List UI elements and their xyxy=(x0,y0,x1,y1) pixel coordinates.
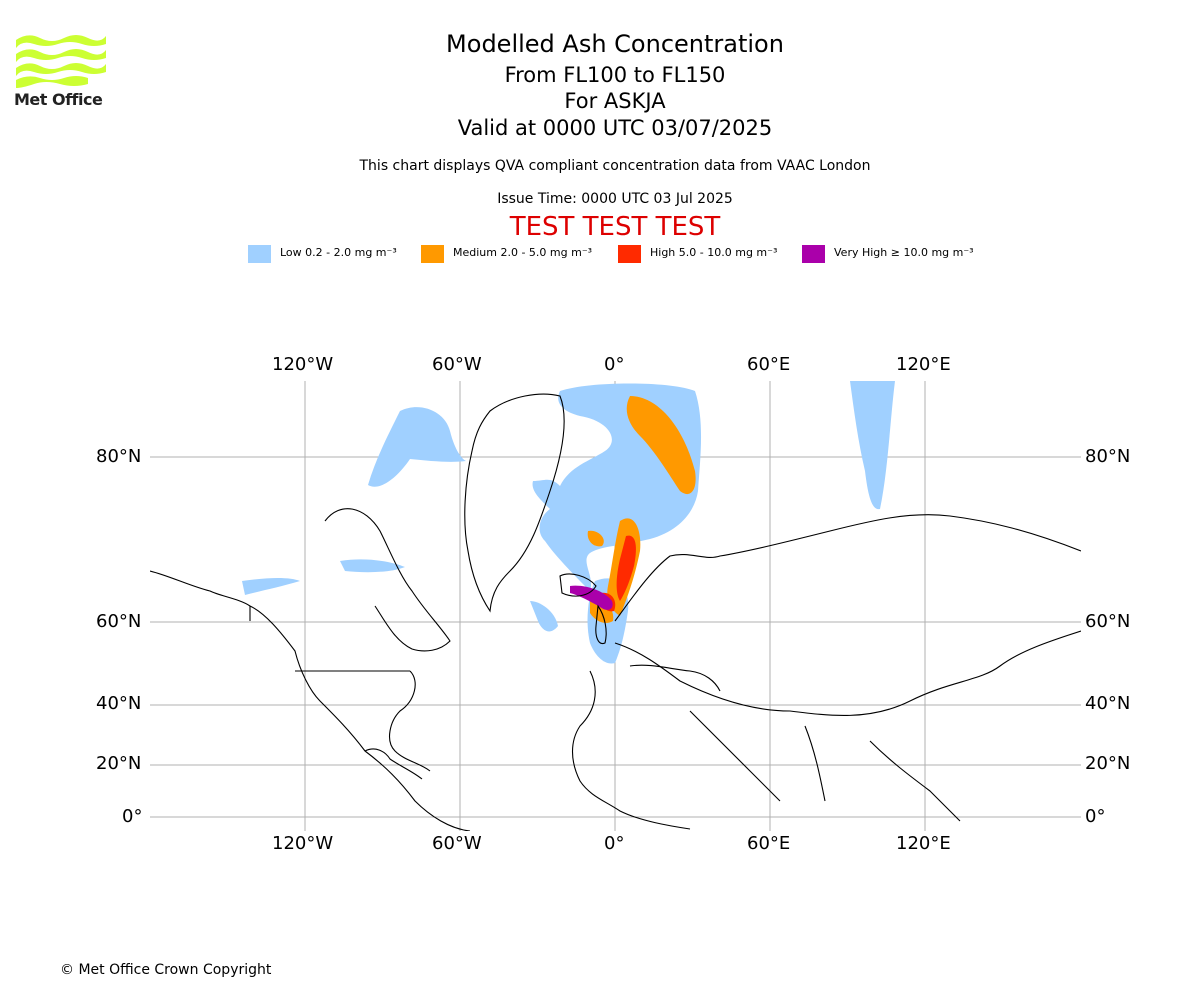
coast-eurasia-north xyxy=(614,514,1081,622)
logo-text: Met Office xyxy=(14,90,103,109)
lat-label-left-20n: 20°N xyxy=(96,753,142,774)
legend-swatch-very-high xyxy=(802,245,825,263)
ash-low-hudson xyxy=(340,559,405,573)
valid-time: Valid at 0000 UTC 03/07/2025 xyxy=(457,116,773,140)
lon-label-top-120w: 120°W xyxy=(272,354,334,375)
ash-medium-patch xyxy=(587,530,604,547)
legend-label-very-high: Very High ≥ 10.0 mg m⁻³ xyxy=(834,246,974,259)
coast-north-america-west xyxy=(150,570,471,831)
ash-very-high-core xyxy=(570,585,613,610)
ash-map xyxy=(150,381,1081,831)
lon-label-top-60w: 60°W xyxy=(432,354,482,375)
chart-title: Modelled Ash Concentration xyxy=(446,30,784,58)
lat-label-right-20n: 20°N xyxy=(1085,753,1131,774)
legend-swatch-medium xyxy=(421,245,444,263)
lat-label-right-60n: 60°N xyxy=(1085,611,1131,632)
ash-low-canada-arctic xyxy=(368,407,466,487)
legend-label-high: High 5.0 - 10.0 mg m⁻³ xyxy=(650,246,778,259)
lon-label-bottom-0: 0° xyxy=(604,833,625,854)
lon-label-bottom-60e: 60°E xyxy=(747,833,791,854)
coast-africa-west xyxy=(571,670,691,830)
lon-label-bottom-120e: 120°E xyxy=(896,833,951,854)
flight-level-range: From FL100 to FL150 xyxy=(504,63,726,87)
coast-uk xyxy=(595,604,607,645)
lon-label-top-120e: 120°E xyxy=(896,354,951,375)
legend: Low 0.2 - 2.0 mg m⁻³ Medium 2.0 - 5.0 mg… xyxy=(0,244,1200,264)
legend-label-medium: Medium 2.0 - 5.0 mg m⁻³ xyxy=(453,246,593,259)
lat-label-left-60n: 60°N xyxy=(96,611,142,632)
lat-label-right-0: 0° xyxy=(1085,806,1106,827)
coast-iceland xyxy=(559,573,597,597)
met-office-logo: Met Office xyxy=(14,30,110,112)
lon-label-bottom-120w: 120°W xyxy=(272,833,334,854)
lat-label-right-80n: 80°N xyxy=(1085,446,1131,467)
lon-label-top-60e: 60°E xyxy=(747,354,791,375)
coast-gulf xyxy=(364,748,423,780)
ash-low-siberia xyxy=(850,381,895,510)
volcano-name: For ASKJA xyxy=(564,89,666,113)
lat-label-left-80n: 80°N xyxy=(96,446,142,467)
ash-medium-barents xyxy=(626,396,696,495)
ash-high-plume xyxy=(616,535,636,601)
met-office-waves-icon xyxy=(16,35,106,88)
lat-label-left-0: 0° xyxy=(122,806,143,827)
lon-label-bottom-60w: 60°W xyxy=(432,833,482,854)
coast-southeast-asia xyxy=(869,740,961,822)
coast-us-east xyxy=(389,670,431,772)
legend-swatch-high xyxy=(618,245,641,263)
coast-india xyxy=(804,725,826,802)
lat-label-left-40n: 40°N xyxy=(96,693,142,714)
legend-swatch-low xyxy=(248,245,271,263)
coast-hudson-labrador xyxy=(324,508,451,652)
coastlines xyxy=(150,393,1081,831)
lat-label-right-40n: 40°N xyxy=(1085,693,1131,714)
test-banner: TEST TEST TEST xyxy=(509,212,721,242)
map-panel xyxy=(150,381,1081,831)
coast-eurasia-south xyxy=(614,630,1081,716)
copyright: © Met Office Crown Copyright xyxy=(60,962,272,978)
chart-subtitle: This chart displays QVA compliant concen… xyxy=(359,158,871,174)
lon-label-top-0: 0° xyxy=(604,354,625,375)
ash-low-iceland-south xyxy=(530,601,558,632)
legend-label-low: Low 0.2 - 2.0 mg m⁻³ xyxy=(280,246,397,259)
coast-greenland xyxy=(464,393,565,613)
ash-very-high-areas xyxy=(570,585,613,610)
ash-low-alaska xyxy=(242,578,300,595)
coast-mediterranean xyxy=(629,664,721,692)
issue-time: Issue Time: 0000 UTC 03 Jul 2025 xyxy=(497,191,733,207)
coast-red-sea xyxy=(689,710,781,802)
